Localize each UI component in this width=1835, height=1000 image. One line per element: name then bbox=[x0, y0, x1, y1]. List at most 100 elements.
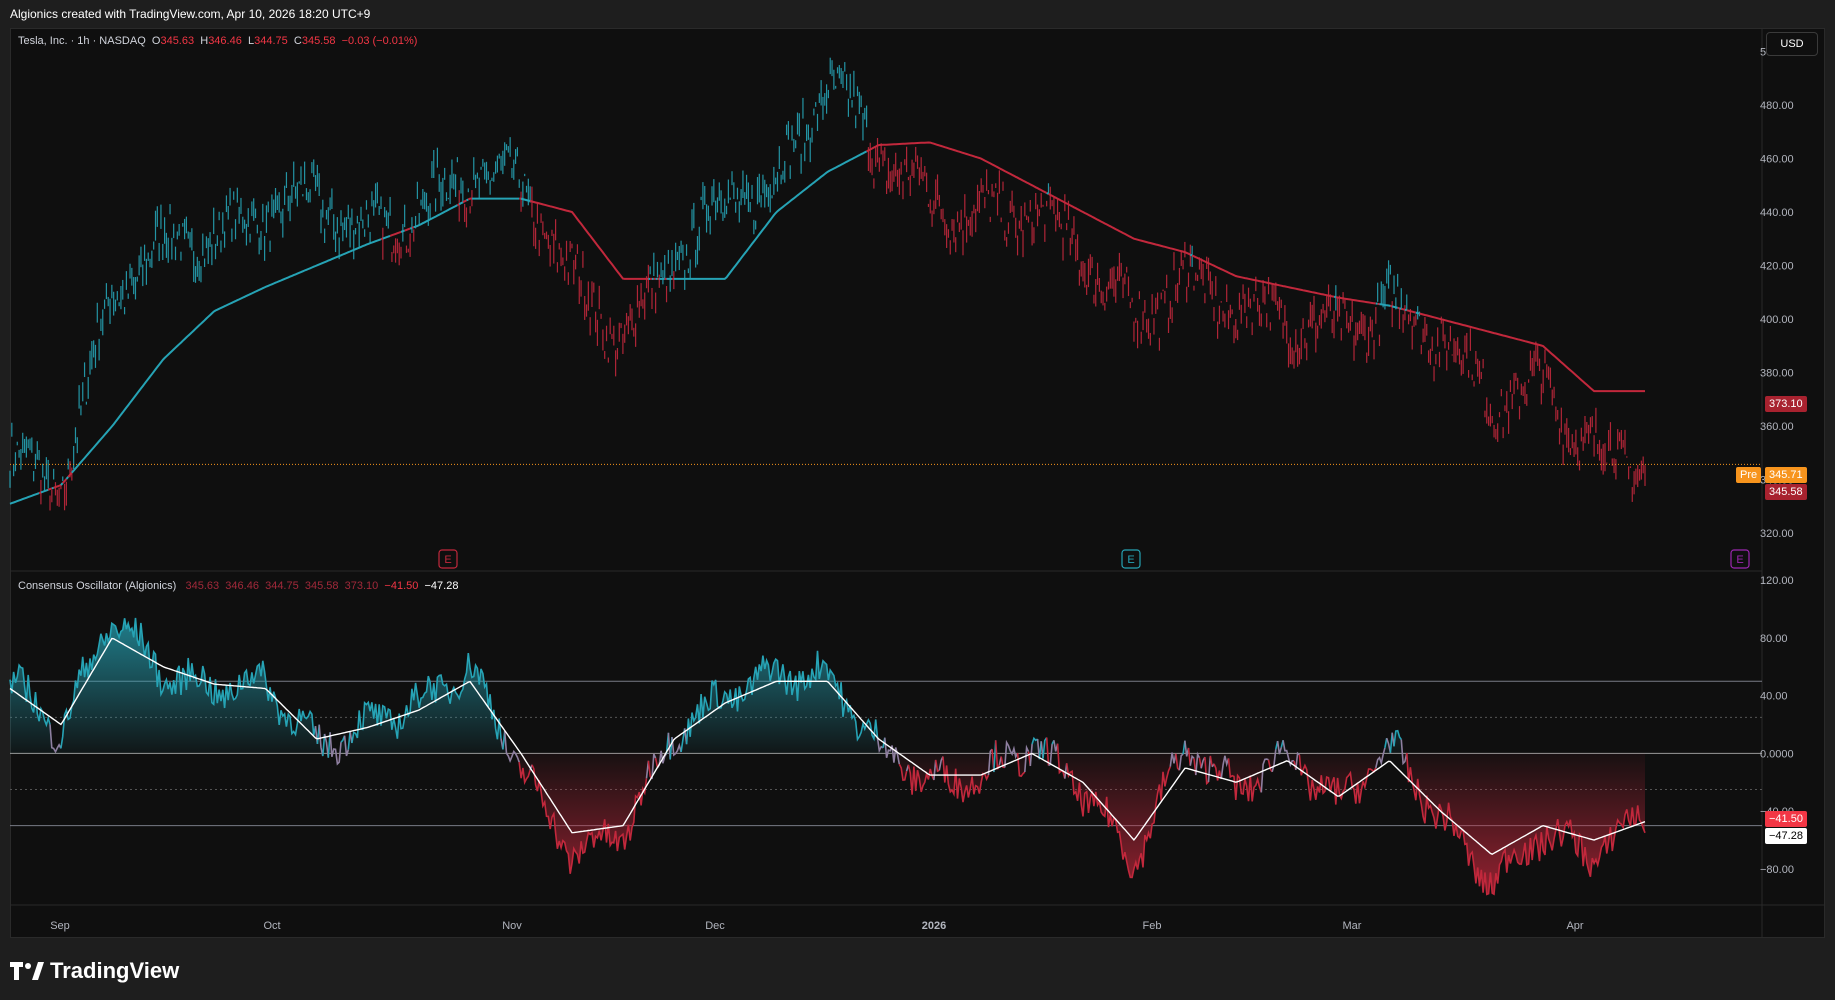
osc-line bbox=[1260, 758, 1269, 793]
baseline-line bbox=[1419, 312, 1645, 393]
osc-line bbox=[531, 764, 648, 874]
osc-axis-tick: 0.0000 bbox=[1760, 748, 1794, 760]
earnings-marker-label: E bbox=[444, 554, 451, 566]
oscillator-panel bbox=[9, 617, 1762, 896]
osc-line bbox=[907, 764, 935, 795]
osc-line bbox=[1016, 753, 1026, 778]
osc-line bbox=[654, 757, 659, 768]
oscillator-legend: Consensus Oscillator (Algionics) 345.63 … bbox=[18, 580, 458, 592]
baseline-line bbox=[67, 472, 73, 478]
time-axis-label: Apr bbox=[1566, 920, 1583, 932]
baseline-line bbox=[1406, 309, 1417, 314]
main-legend: Tesla, Inc. · 1h · NASDAQ O345.63 H346.4… bbox=[18, 35, 417, 47]
price-panel bbox=[9, 57, 1760, 511]
time-axis-label: Feb bbox=[1143, 920, 1162, 932]
baseline-line bbox=[866, 141, 1048, 194]
tradingview-logo-icon bbox=[10, 962, 44, 980]
baseline-line bbox=[1401, 307, 1406, 311]
price-axis-tick: 380.00 bbox=[1760, 368, 1794, 380]
osc-line bbox=[651, 753, 657, 780]
earnings-marker-icon bbox=[1730, 549, 1750, 569]
baseline-line bbox=[409, 226, 413, 230]
osc-line bbox=[1209, 755, 1213, 767]
osc-line bbox=[942, 756, 990, 803]
baseline-line bbox=[53, 484, 62, 489]
baseline-line bbox=[404, 227, 411, 232]
osc-line bbox=[1271, 749, 1277, 773]
osc-line bbox=[518, 762, 531, 786]
osc-line bbox=[1029, 744, 1033, 767]
baseline-line bbox=[65, 476, 69, 480]
osc-legend-value-5: 373.10 bbox=[344, 580, 379, 592]
baseline-line bbox=[458, 201, 464, 206]
osc-line bbox=[1204, 757, 1210, 786]
baseline-price-label: 373.10 bbox=[1765, 396, 1807, 412]
price-axis-tick: 420.00 bbox=[1760, 261, 1794, 273]
baseline-line bbox=[40, 488, 49, 494]
osc-line bbox=[1400, 739, 1408, 766]
baseline-line bbox=[1390, 304, 1393, 308]
osc-legend-last: −47.28 bbox=[424, 580, 459, 592]
price-axis-tick: 400.00 bbox=[1760, 314, 1794, 326]
pre-market-price-label: 345.71 bbox=[1765, 467, 1807, 483]
osc-value-label: −41.50 bbox=[1765, 811, 1807, 827]
close-value: 345.58 bbox=[301, 35, 336, 47]
baseline-line bbox=[389, 230, 402, 237]
baseline-line bbox=[9, 492, 40, 505]
currency-button[interactable]: USD bbox=[1766, 32, 1818, 56]
signal-value-label: −47.28 bbox=[1765, 828, 1807, 844]
baseline-line bbox=[520, 197, 531, 202]
time-axis-label: Nov bbox=[502, 920, 522, 932]
brand-logo[interactable]: TradingView bbox=[10, 955, 179, 987]
baseline-line bbox=[382, 234, 391, 240]
baseline-line bbox=[456, 203, 460, 206]
baseline-line bbox=[1191, 254, 1335, 298]
osc-line bbox=[318, 724, 324, 757]
price-axis-tick: 480.00 bbox=[1760, 100, 1794, 112]
baseline-line bbox=[529, 200, 649, 280]
baseline-line bbox=[466, 198, 469, 202]
price-axis-tick: 460.00 bbox=[1760, 153, 1794, 165]
high-value: 346.46 bbox=[208, 35, 242, 47]
brand-name: TradingView bbox=[50, 958, 180, 983]
baseline-line bbox=[60, 482, 64, 486]
signal-line bbox=[9, 637, 1646, 855]
osc-line bbox=[1213, 763, 1222, 781]
earnings-marker-label: E bbox=[1127, 554, 1134, 566]
osc-legend-value-2: 346.46 bbox=[225, 580, 259, 592]
osc-line bbox=[9, 663, 51, 728]
osc-line bbox=[1004, 739, 1019, 768]
baseline-line bbox=[1335, 296, 1376, 305]
baseline-line bbox=[673, 150, 868, 280]
baseline-line bbox=[61, 478, 68, 484]
price-axis-tick: 320.00 bbox=[1760, 528, 1794, 540]
baseline-line bbox=[1189, 253, 1193, 257]
osc-line bbox=[876, 737, 884, 754]
price-bars bbox=[9, 57, 1646, 511]
time-axis-label: 2026 bbox=[922, 920, 946, 932]
baseline-line bbox=[400, 229, 406, 233]
baseline-line bbox=[380, 237, 384, 241]
baseline-line bbox=[1415, 311, 1420, 315]
osc-line bbox=[1184, 740, 1190, 757]
osc-line bbox=[1065, 763, 1172, 879]
osc-line bbox=[1187, 747, 1192, 766]
osc-line bbox=[1282, 740, 1295, 768]
osc-line bbox=[898, 763, 908, 781]
osc-line bbox=[884, 737, 901, 765]
low-label: L bbox=[247, 35, 255, 47]
baseline-line bbox=[1391, 305, 1398, 309]
osc-line bbox=[933, 759, 937, 781]
high-label: H bbox=[200, 35, 209, 47]
osc-line bbox=[351, 653, 502, 744]
chart-caption: Algionics created with TradingView.com, … bbox=[10, 7, 371, 21]
osc-bull-fill bbox=[10, 617, 1645, 754]
baseline-line bbox=[71, 238, 382, 474]
last-price-label: 345.58 bbox=[1765, 484, 1807, 500]
osc-line bbox=[1220, 755, 1230, 780]
osc-line bbox=[1393, 729, 1402, 747]
osc-line bbox=[343, 735, 350, 757]
osc-line bbox=[1031, 736, 1039, 745]
baseline-line bbox=[38, 491, 42, 495]
